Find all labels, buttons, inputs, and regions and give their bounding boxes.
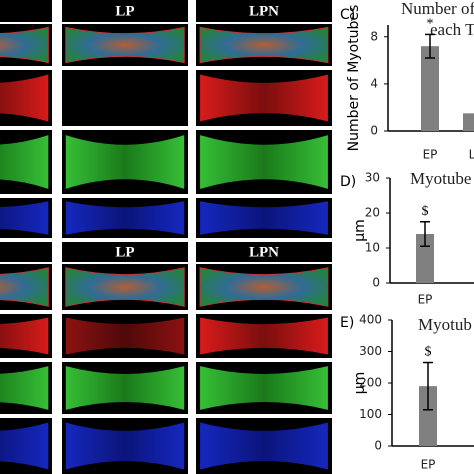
column-header (62, 242, 188, 262)
y-tick-label: 20 (365, 206, 380, 220)
tissue (199, 267, 329, 307)
chart-title: each T (430, 20, 474, 39)
tissue (0, 267, 49, 307)
annotation: $ (425, 345, 432, 360)
tissue (65, 135, 185, 189)
chart-title: Number of M (401, 0, 474, 18)
column-header-label: LPN (249, 3, 279, 19)
y-tick-label: 300 (359, 344, 382, 358)
tissue (0, 317, 49, 355)
tissue (0, 201, 49, 235)
chart-title: Myotube (410, 169, 471, 188)
tissue (65, 201, 185, 235)
y-tick-label: 30 (365, 171, 380, 185)
column-header-label: LPN (249, 244, 279, 260)
image-grid: LP LPN LP LPN (0, 0, 332, 474)
panel-label: D) (340, 174, 356, 190)
tissue (65, 317, 185, 355)
bar (419, 386, 437, 446)
y-tick-label: 0 (370, 124, 378, 138)
tissue (199, 26, 329, 64)
panel-label: E) (340, 315, 354, 331)
y-tick-label: 200 (359, 376, 382, 390)
chart-title: Myotub (418, 315, 472, 334)
tissue (0, 135, 49, 189)
y-axis-label: μm (352, 219, 368, 242)
tissue (65, 366, 185, 410)
column-header (196, 242, 332, 262)
y-tick-label: 400 (359, 313, 382, 327)
y-axis-label: Number of Myotubes (346, 5, 362, 152)
tissue (200, 366, 328, 410)
bar (421, 46, 439, 132)
column-header-label: LP (115, 3, 134, 19)
tissue (200, 201, 328, 235)
tissue (0, 74, 49, 122)
column-header (196, 0, 332, 22)
tissue (0, 26, 49, 64)
y-axis-label: μm (352, 372, 368, 395)
micrograph (62, 70, 188, 126)
tissue (200, 422, 328, 470)
x-tick-label: L (469, 148, 474, 162)
column-header (62, 0, 188, 22)
charts: C) Number of M each T Number of Myotubes 0 4 8… (340, 0, 474, 472)
tissue (200, 74, 328, 122)
tissue (200, 135, 328, 189)
annotation: * (427, 17, 434, 32)
bar (463, 113, 474, 131)
y-tick-label: 0 (372, 276, 380, 290)
tissue (0, 366, 49, 410)
tissue (65, 26, 185, 64)
x-tick-label: EP (423, 148, 438, 162)
tissue (65, 267, 185, 307)
x-tick-label: EP (418, 293, 433, 307)
column-header-label: LP (115, 244, 134, 260)
column-header (0, 0, 52, 22)
y-tick-label: 8 (370, 29, 378, 43)
column-header (0, 242, 52, 262)
x-tick-label: EP (421, 458, 436, 472)
panel-label: C) (340, 7, 355, 23)
tissue (65, 422, 185, 470)
tissue (200, 317, 328, 355)
y-tick-label: 0 (374, 439, 382, 453)
y-tick-label: 100 (359, 407, 382, 421)
y-tick-label: 4 (370, 76, 378, 90)
tissue (0, 422, 49, 470)
annotation: $ (422, 204, 429, 219)
y-tick-label: 10 (365, 241, 380, 255)
